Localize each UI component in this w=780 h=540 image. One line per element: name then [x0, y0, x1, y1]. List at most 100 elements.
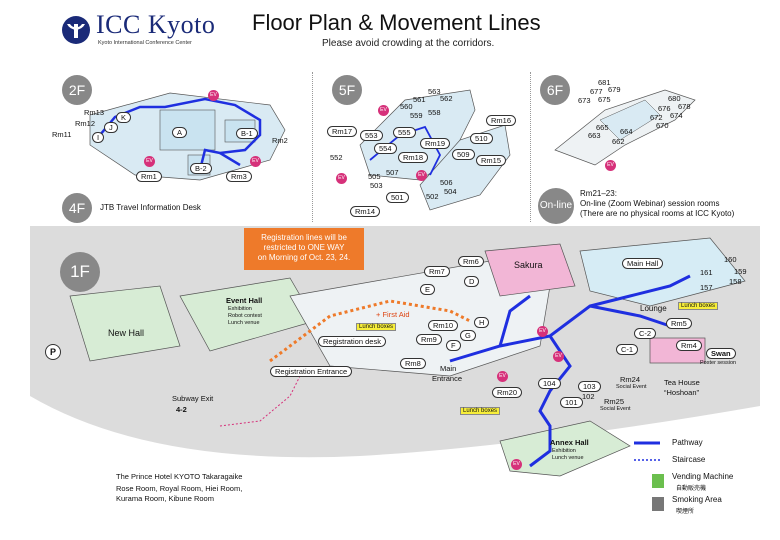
- lunch-boxes-badge: Lunch boxes: [460, 407, 501, 415]
- elevator-icon: EV: [537, 326, 548, 337]
- room-label: D: [464, 276, 480, 287]
- legend-vending: Vending Machine: [672, 472, 734, 481]
- elevator-icon: EV: [497, 371, 508, 382]
- new-hall-label: New Hall: [108, 328, 145, 338]
- room-label: 664: [620, 127, 633, 136]
- lunch-boxes-badge: Lunch boxes: [678, 302, 719, 310]
- online-badge: On-line: [538, 188, 574, 224]
- vending-machine-icon: [652, 474, 664, 488]
- registration-desk-label: Registration desk: [318, 336, 386, 347]
- room-label: Rm8: [400, 358, 426, 369]
- room-label: 161: [700, 268, 713, 277]
- room-label: C-1: [616, 344, 639, 355]
- room-label: E: [420, 284, 436, 295]
- sakura-label: Sakura: [514, 260, 543, 270]
- divider: [312, 72, 314, 222]
- room-label: F: [446, 340, 461, 351]
- room-label: 560: [400, 102, 413, 111]
- legend-staircase: Staircase: [672, 455, 706, 464]
- floor-6f-map: [554, 89, 696, 166]
- room-label: Rm6: [458, 256, 484, 267]
- elevator-icon: EV: [336, 173, 347, 184]
- online-note: (There are no physical rooms at ICC Kyot…: [580, 209, 735, 218]
- room-label: Rm14: [350, 206, 381, 217]
- room-label: 675: [598, 95, 611, 104]
- online-rooms: Rm21–23:: [580, 189, 617, 198]
- room-label: 158: [729, 277, 742, 286]
- room-label: 509: [452, 149, 475, 160]
- room-label: Rm5: [666, 318, 692, 329]
- room-label: B-2: [190, 163, 212, 174]
- room-label: Rm19: [420, 138, 451, 149]
- event-hall-sub: Exhibition: [228, 306, 252, 312]
- elevator-icon: EV: [511, 459, 522, 470]
- rm25-label: Rm25: [604, 397, 625, 406]
- room-label: Rm11: [52, 130, 72, 139]
- pathway-legend-icon: [634, 441, 660, 445]
- prince-hotel-label: The Prince Hotel KYOTO Takaragaike: [116, 472, 243, 481]
- room-label: 507: [386, 168, 399, 177]
- room-label: 672: [650, 113, 663, 122]
- lounge-label: Lounge: [640, 304, 667, 313]
- room-label: B-1: [236, 128, 258, 139]
- legend-pathway: Pathway: [672, 438, 703, 447]
- room-label: 505: [368, 172, 381, 181]
- room-label: 558: [428, 108, 441, 117]
- floor-1f-map: [30, 226, 760, 526]
- page-subtitle: Please avoid crowding at the corridors.: [322, 38, 495, 49]
- room-label: I: [92, 132, 105, 143]
- logo-subtitle: Kyoto International Conference Center: [98, 40, 192, 46]
- room-label: 102: [582, 392, 595, 401]
- legend-vending-jp: 自動販売機: [676, 486, 707, 492]
- room-label: Rm10: [428, 320, 459, 331]
- room-label: 681: [598, 78, 611, 87]
- room-label: Rm17: [327, 126, 358, 137]
- room-label: 503: [370, 181, 383, 190]
- room-label: Rm4: [676, 340, 702, 351]
- elevator-icon: EV: [605, 160, 616, 171]
- lunch-boxes-badge: Lunch boxes: [356, 323, 397, 331]
- floor-badge-1f: 1F: [60, 252, 100, 292]
- registration-entrance-label: Registration Entrance: [270, 366, 353, 377]
- room-label: 677: [590, 87, 603, 96]
- notice-line: restricted to ONE WAY: [263, 243, 345, 252]
- room-label: C-2: [634, 328, 657, 339]
- room-label: Rm9: [416, 334, 442, 345]
- registration-notice: Registration lines will be restricted to…: [244, 228, 364, 270]
- room-label: 673: [578, 96, 591, 105]
- jtb-travel-desk: JTB Travel Information Desk: [100, 203, 201, 212]
- elevator-icon: EV: [378, 105, 389, 116]
- floor-badge-6f: 6F: [540, 75, 570, 105]
- elevator-icon: EV: [250, 156, 261, 167]
- room-label: Rm13: [84, 108, 105, 117]
- room-label: 662: [612, 137, 625, 146]
- room-label: 674: [670, 111, 683, 120]
- annex-hall-sub: Exhibition: [552, 448, 576, 454]
- elevator-icon: EV: [416, 170, 427, 181]
- room-label: 562: [440, 94, 453, 103]
- room-label: 504: [444, 187, 457, 196]
- event-hall-label: Event Hall: [226, 296, 263, 305]
- main-entrance-label: Entrance: [432, 374, 463, 383]
- room-label: J: [104, 122, 118, 133]
- room-label: 561: [413, 95, 426, 104]
- room-label: 501: [386, 192, 409, 203]
- legend-smoking: Smoking Area: [672, 495, 722, 504]
- floor-badge-4f: 4F: [62, 193, 92, 223]
- room-label: Rm18: [398, 152, 429, 163]
- floor-badge-2f: 2F: [62, 75, 92, 105]
- room-label: 157: [700, 283, 713, 292]
- room-label: Rm1: [136, 171, 162, 182]
- swan-label: Swan: [706, 348, 736, 359]
- annex-hall-label: Annex Hall: [550, 438, 589, 447]
- swan-sub: Poster session: [700, 360, 737, 366]
- tea-house-label: “Hoshoan”: [664, 388, 700, 397]
- subway-exit-number: 4-2: [176, 405, 187, 414]
- rm25-sub: Social Event: [600, 406, 631, 412]
- room-label: 676: [658, 104, 671, 113]
- elevator-icon: EV: [208, 90, 219, 101]
- room-label: Rm7: [424, 266, 450, 277]
- room-label: K: [116, 112, 132, 123]
- room-label: Rm2: [272, 136, 288, 145]
- room-label: 680: [668, 94, 681, 103]
